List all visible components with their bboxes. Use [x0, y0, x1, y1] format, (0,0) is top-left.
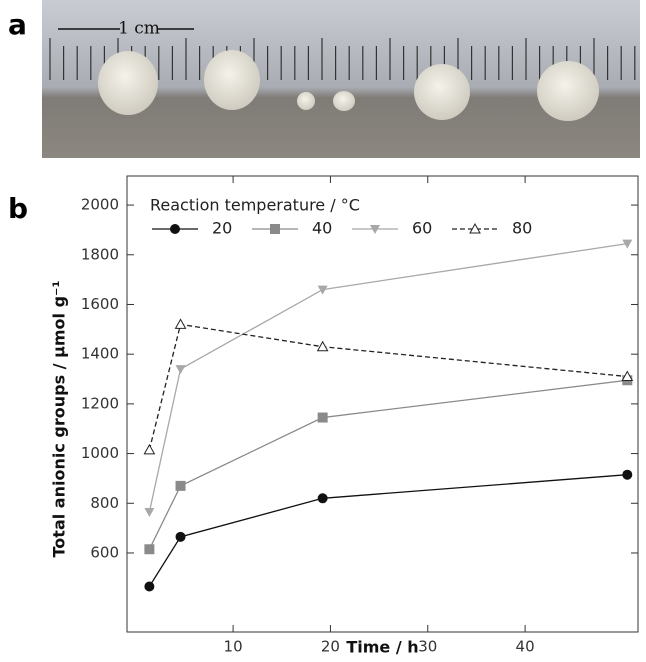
legend-label: 40: [312, 219, 332, 238]
x-tick-label: 40: [516, 638, 535, 656]
legend-marker: [469, 222, 481, 234]
bead: [297, 92, 315, 110]
legend-label: 20: [212, 219, 232, 238]
y-axis-label: Total anionic groups / µmol g⁻¹: [50, 281, 69, 558]
plot-frame: [126, 175, 639, 633]
y-tick-label: 600: [90, 543, 119, 561]
marker: [175, 531, 186, 542]
marker: [316, 340, 329, 352]
marker: [175, 365, 186, 375]
marker: [317, 285, 328, 295]
bead: [204, 50, 260, 110]
marker: [144, 581, 155, 592]
y-tick-label: 1000: [81, 444, 119, 462]
marker: [175, 480, 186, 491]
series-line: [148, 474, 628, 587]
bead: [414, 64, 470, 120]
marker: [622, 469, 633, 480]
marker: [621, 370, 634, 382]
ruler: [49, 38, 636, 80]
marker: [143, 443, 156, 455]
x-tick-label: 10: [224, 638, 243, 656]
panel-label: b: [8, 192, 28, 225]
marker: [317, 412, 328, 423]
bead: [98, 51, 158, 115]
legend-marker: [170, 224, 180, 234]
series-line: [148, 379, 628, 550]
y-tick-label: 800: [90, 494, 119, 512]
x-axis-label: Time / h: [346, 638, 418, 657]
series-line: [148, 323, 628, 451]
series-line: [148, 242, 628, 513]
scale-bar-label: 1 cm: [118, 19, 160, 39]
marker: [144, 507, 155, 517]
x-tick-label: 20: [321, 638, 340, 656]
x-tick-label: 30: [418, 638, 437, 656]
y-tick-label: 1600: [81, 295, 119, 313]
marker: [622, 239, 633, 249]
legend-marker: [270, 224, 280, 234]
legend-label: 80: [512, 219, 532, 238]
marker: [144, 544, 155, 555]
marker: [317, 493, 328, 504]
legend-title: Reaction temperature / °C: [150, 196, 360, 215]
bead: [537, 61, 599, 121]
y-tick-label: 1800: [81, 245, 119, 263]
plot: 600 800 1000 1200 1400 1600 1800 2000 10 20 30 40 Ti…: [50, 175, 639, 657]
legend-marker: [370, 225, 380, 234]
y-tick-label: 1400: [81, 345, 119, 363]
legend-label: 60: [412, 219, 432, 238]
photo: 1 cm: [42, 0, 640, 158]
y-tick-label: 1200: [81, 394, 119, 412]
y-tick-label: 2000: [81, 196, 119, 214]
marker: [174, 318, 187, 329]
panel-label: a: [8, 8, 27, 41]
bead: [333, 91, 355, 111]
